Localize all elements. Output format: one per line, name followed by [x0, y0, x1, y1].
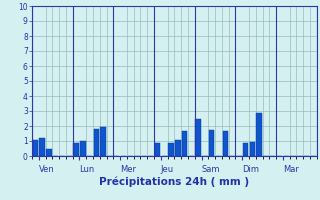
Bar — [100, 127, 106, 156]
Bar — [46, 148, 52, 156]
Bar — [209, 130, 214, 156]
Bar — [222, 131, 228, 156]
Bar — [155, 143, 160, 156]
Bar — [196, 118, 201, 156]
Bar — [39, 138, 45, 156]
Bar — [94, 129, 99, 156]
Bar — [80, 141, 85, 156]
Bar — [33, 140, 38, 156]
Bar — [250, 142, 255, 156]
Bar — [168, 142, 174, 156]
Bar — [73, 142, 79, 156]
Bar — [182, 130, 187, 156]
X-axis label: Précipitations 24h ( mm ): Précipitations 24h ( mm ) — [99, 177, 250, 187]
Bar — [175, 140, 180, 156]
Bar — [256, 112, 262, 156]
Bar — [243, 143, 248, 156]
